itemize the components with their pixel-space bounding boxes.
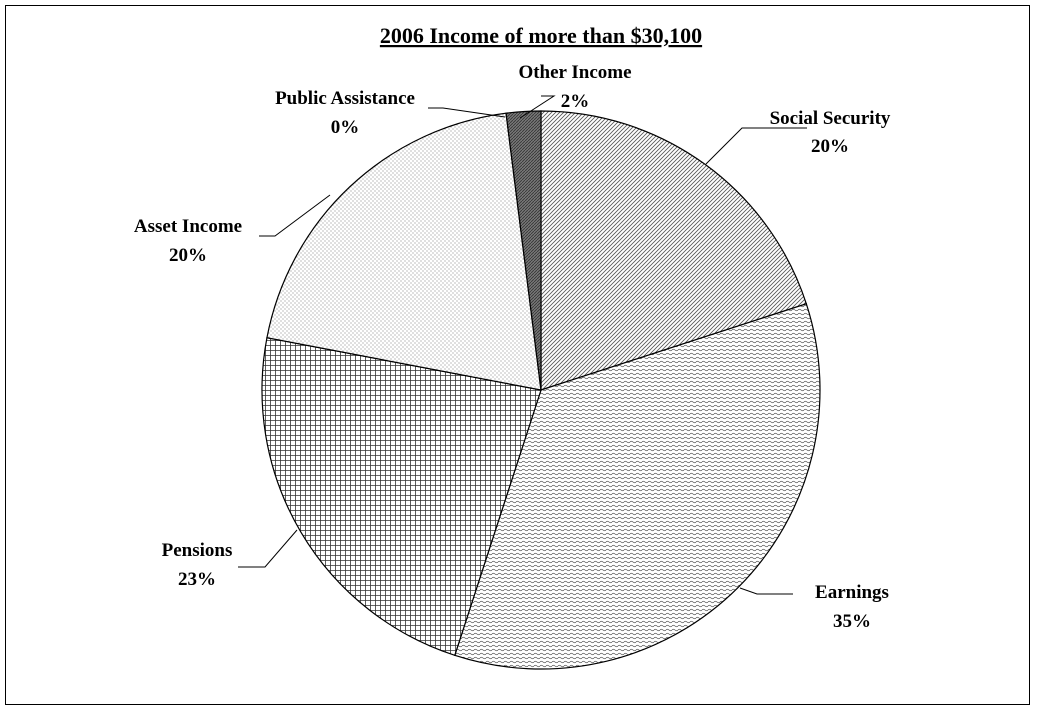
slice-percent-pensions: 23% xyxy=(178,569,216,590)
slice-name-public-assistance: Public Assistance xyxy=(275,88,415,109)
pie-slice-earnings xyxy=(454,303,821,670)
leader-line-other-income xyxy=(519,95,556,119)
slice-labels: Social Security 20% Earnings 35% Pensions 23%… xyxy=(134,62,891,632)
slice-percent-earnings: 35% xyxy=(833,611,871,632)
slice-name-other-income: Other Income xyxy=(518,62,631,83)
slice-percent-social-security: 20% xyxy=(811,136,849,157)
leader-line-earnings xyxy=(739,587,793,595)
slice-name-social-security: Social Security xyxy=(770,108,891,129)
slice-percent-asset-income: 20% xyxy=(169,245,207,266)
slice-name-pensions: Pensions xyxy=(162,540,233,561)
pie-slice-other-income xyxy=(505,110,542,391)
slice-name-earnings: Earnings xyxy=(815,582,889,603)
pie-slice-pensions xyxy=(261,337,542,657)
pie-slice-asset-income xyxy=(266,112,542,391)
pie-slice-social-security xyxy=(540,110,808,391)
slice-percent-public-assistance: 0% xyxy=(331,117,360,138)
leader-line-asset-income xyxy=(259,194,331,237)
leader-line-public-assistance xyxy=(428,107,506,118)
pie-slices xyxy=(261,110,821,670)
slice-name-asset-income: Asset Income xyxy=(134,216,242,237)
leader-line-social-security xyxy=(705,127,807,165)
slice-percent-other-income: 2% xyxy=(561,91,590,112)
leader-line-pensions xyxy=(238,529,298,568)
chart-title: 2006 Income of more than $30,100 xyxy=(380,23,702,48)
leader-lines xyxy=(238,95,807,595)
